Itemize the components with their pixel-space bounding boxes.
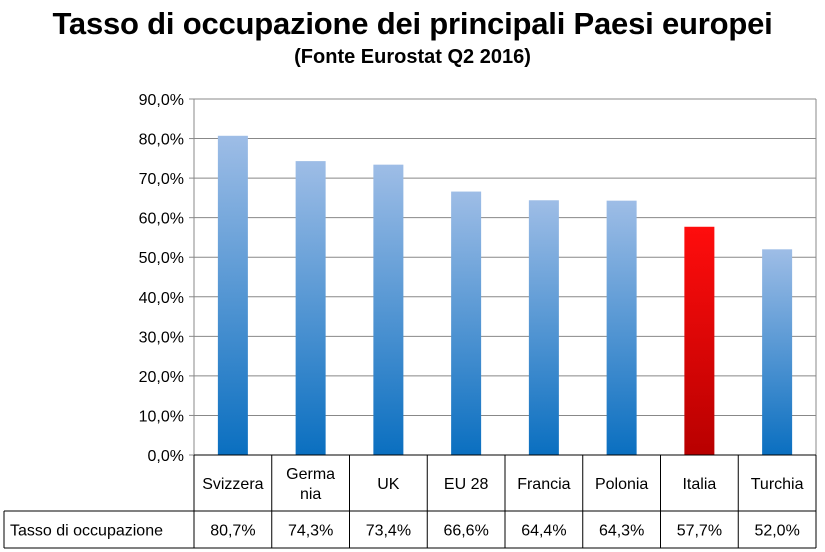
y-tick-label: 10,0%: [139, 408, 184, 425]
bar: [762, 249, 793, 455]
bar: [451, 191, 482, 455]
y-tick-label: 70,0%: [139, 171, 184, 188]
y-tick-label: 20,0%: [139, 369, 184, 386]
y-tick-label: 50,0%: [139, 250, 184, 267]
chart-subtitle: (Fonte Eurostat Q2 2016): [294, 46, 531, 68]
bar: [528, 200, 559, 455]
y-tick-label: 40,0%: [139, 290, 184, 307]
y-tick-label: 80,0%: [139, 132, 184, 149]
series-name-label: Tasso di occupazione: [10, 523, 163, 540]
data-table: Svizzera Germa nia UK EU 28 Francia Polonia Ita…: [3, 454, 817, 549]
bars: [217, 135, 793, 455]
chart-title: Tasso di occupazione dei principali Paes…: [52, 6, 773, 41]
value-label: 64,4%: [521, 523, 566, 540]
value-label: 64,3%: [599, 523, 644, 540]
value-label: 73,4%: [366, 523, 411, 540]
y-tick-label: 30,0%: [139, 329, 184, 346]
bar: [217, 135, 248, 455]
value-label: 80,7%: [210, 523, 255, 540]
value-label: 57,7%: [677, 523, 722, 540]
category-label: Svizzera: [202, 476, 263, 493]
category-label: Polonia: [595, 476, 648, 493]
category-label: nia: [300, 486, 321, 503]
category-label: Turchia: [751, 476, 804, 493]
category-label: Francia: [517, 476, 570, 493]
value-label: 74,3%: [288, 523, 333, 540]
y-tick-label: 0,0%: [148, 448, 184, 465]
category-label: Italia: [682, 476, 716, 493]
value-label: 52,0%: [754, 523, 799, 540]
y-tick-label: 90,0%: [139, 92, 184, 109]
bar: [295, 161, 326, 455]
bar: [373, 164, 404, 455]
category-label: EU 28: [444, 476, 489, 493]
bar: [606, 200, 637, 455]
value-label: 66,6%: [443, 523, 488, 540]
category-label: Germa: [286, 466, 335, 483]
bar: [684, 226, 715, 455]
category-label: UK: [377, 476, 400, 493]
y-tick-label: 60,0%: [139, 211, 184, 228]
